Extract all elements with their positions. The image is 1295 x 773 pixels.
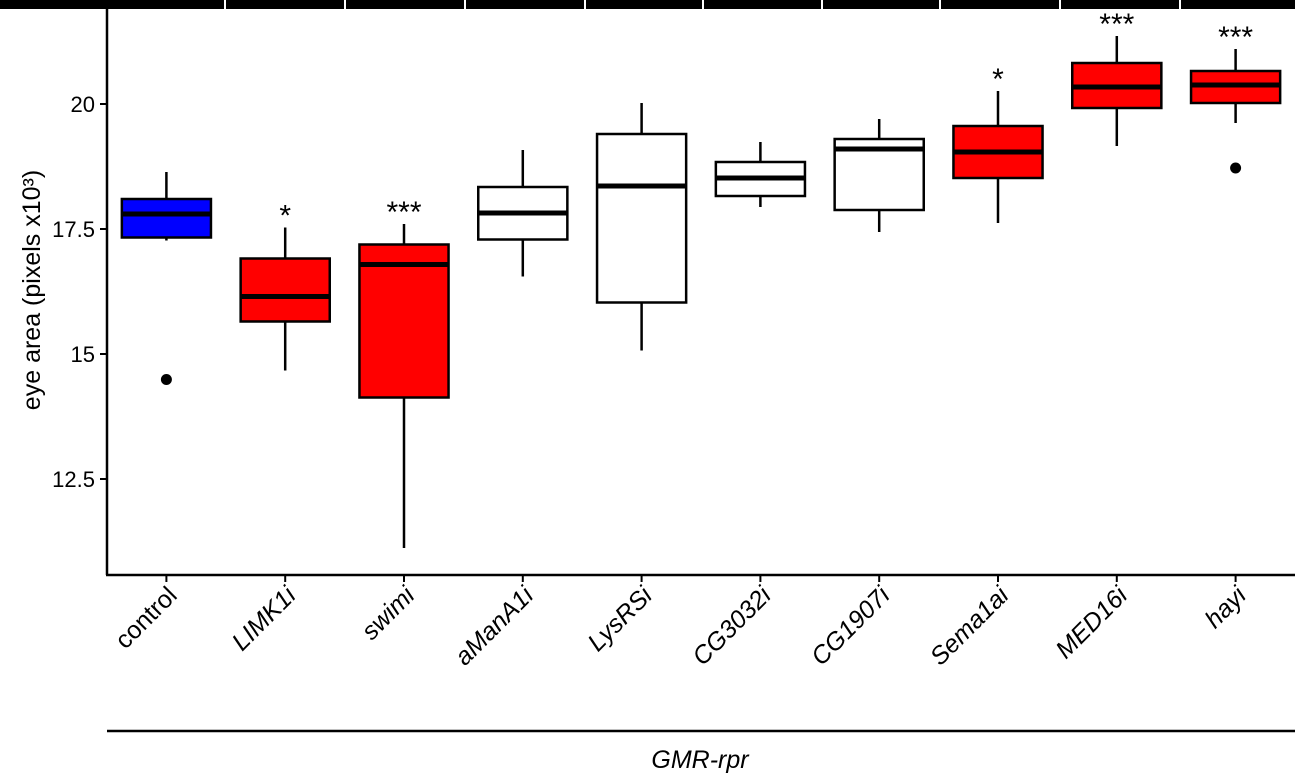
box xyxy=(595,132,688,304)
y-tick-label: 20 xyxy=(71,92,95,117)
significance: *** xyxy=(386,196,421,229)
x-tick-label: LysRSi xyxy=(582,580,658,656)
x-tick-label: CG3032i xyxy=(687,580,778,671)
y-tick-label: 15 xyxy=(71,342,95,367)
x-tick-label: aManA1i xyxy=(449,580,540,671)
image-strip-dividers xyxy=(224,0,1181,9)
significance: *** xyxy=(1099,8,1134,41)
x-tick-label: MED16i xyxy=(1050,580,1134,664)
box xyxy=(239,257,331,323)
y-axis-title: eye area (pixels x10³) xyxy=(18,170,46,410)
outlier xyxy=(160,374,172,385)
image-strip xyxy=(0,0,1295,9)
significance: * xyxy=(279,200,291,233)
x-tick-label: LIMK1i xyxy=(227,580,303,656)
x-tick-label: CG1907i xyxy=(806,580,897,671)
x-axis-title: GMR-rpr xyxy=(651,746,750,773)
box xyxy=(358,243,450,399)
y-tick-label: 17.5 xyxy=(52,217,95,242)
x-tick-label: swimi xyxy=(356,580,421,645)
x-tick-label: Sema1ai xyxy=(925,580,1016,671)
x-tick-label: hayi xyxy=(1200,580,1253,633)
x-tick-label: control xyxy=(110,581,183,654)
box xyxy=(120,197,213,239)
significance: *** xyxy=(1218,21,1253,54)
y-tick-label: 12.5 xyxy=(52,467,95,492)
outlier xyxy=(1230,162,1242,174)
significance: * xyxy=(992,63,1004,96)
